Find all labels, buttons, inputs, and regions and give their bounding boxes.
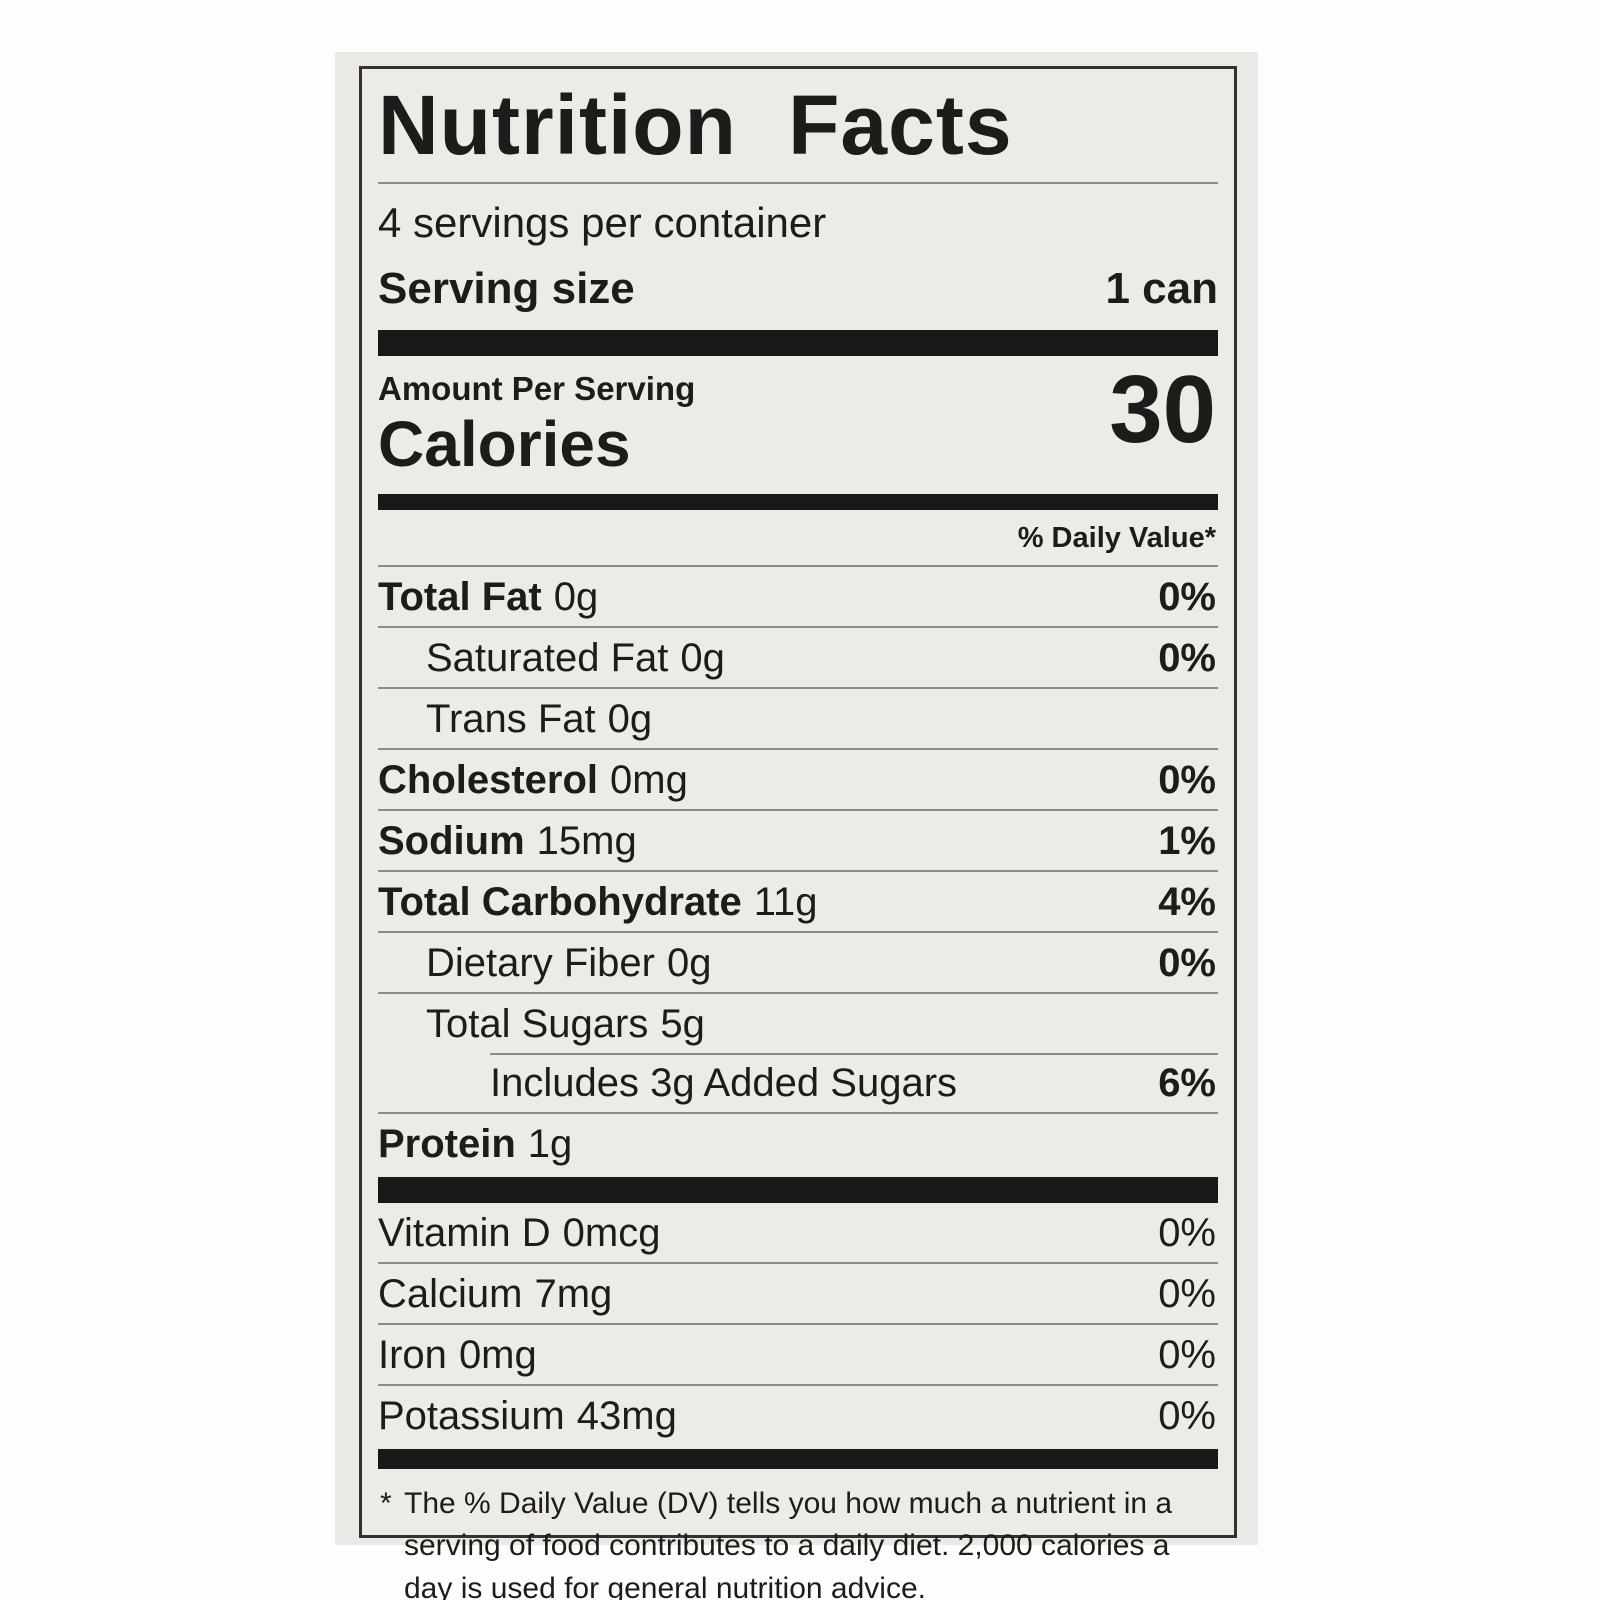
nutrient-name: Trans Fat [426, 696, 596, 741]
nutrient-name: Total Fat [378, 574, 542, 619]
footnote-asterisk: * [380, 1486, 392, 1520]
nutrient-amount: 0mg [458, 1332, 537, 1377]
nutrient-name: Sodium [378, 818, 525, 863]
nutrient-row-trans-fat: Trans Fat 0g [378, 686, 1218, 748]
micronutrient-row-calcium: Calcium 7mg 0% [378, 1261, 1218, 1323]
nutrient-dv: 0% [1158, 940, 1216, 985]
nutrient-name: Saturated Fat [426, 635, 669, 680]
nutrient-row-saturated-fat: Saturated Fat 0g 0% [378, 625, 1218, 687]
nutrient-amount: 5g [660, 1001, 705, 1046]
nutrient-amount: 11g [753, 879, 818, 924]
calories-label: Calories [378, 408, 631, 481]
nutrient-name: Calcium [378, 1271, 523, 1316]
micronutrient-row-iron: Iron 0mg 0% [378, 1322, 1218, 1384]
nutrient-row-cholesterol: Cholesterol 0mg 0% [378, 747, 1218, 809]
nutrient-amount: 0g [680, 635, 725, 680]
nutrient-row-total-fat: Total Fat 0g 0% [378, 564, 1218, 626]
thick-bar [378, 1176, 1218, 1203]
nutrient-name: Includes 3g Added Sugars [490, 1060, 958, 1105]
calories-value: 30 [1109, 356, 1216, 464]
medium-bar [378, 493, 1218, 510]
label-photo: Nutrition Facts 4 servings per container… [335, 52, 1258, 1600]
nutrient-dv: 0% [1158, 635, 1216, 680]
thick-bar [378, 330, 1218, 357]
nutrient-row-total-carbohydrate: Total Carbohydrate 11g 4% [378, 869, 1218, 931]
nutrient-dv: 4% [1158, 879, 1216, 924]
nutrient-amount: 0g [553, 574, 599, 619]
serving-size-value: 1 can [1105, 264, 1218, 314]
nutrient-dv: 0% [1158, 574, 1216, 619]
nutrient-dv: 1% [1158, 818, 1216, 863]
nutrient-name: Total Carbohydrate [378, 879, 742, 924]
nutrient-name: Vitamin D [378, 1210, 551, 1255]
nutrient-amount: 0g [607, 696, 653, 741]
nutrition-facts-label: Nutrition Facts 4 servings per container… [359, 66, 1237, 1600]
serving-size-label: Serving size [378, 264, 635, 314]
nutrient-amount: 0g [666, 940, 712, 985]
nutrient-amount: 1g [527, 1121, 573, 1166]
nutrient-row-protein: Protein 1g [378, 1111, 1218, 1173]
nutrient-amount: 43mg [576, 1393, 677, 1438]
micronutrient-row-potassium: Potassium 43mg 0% [378, 1383, 1218, 1445]
nutrient-amount: 0mcg [562, 1210, 661, 1255]
nutrient-name: Protein [378, 1121, 516, 1166]
nutrient-name: Total Sugars [426, 1001, 649, 1046]
micronutrient-row-vitamin-d: Vitamin D 0mcg 0% [378, 1203, 1218, 1262]
nutrient-amount: 7mg [534, 1271, 613, 1316]
calories-block: Amount Per Serving Calories 30 [378, 356, 1218, 494]
nutrient-row-sodium: Sodium 15mg 1% [378, 808, 1218, 870]
nutrient-name: Potassium [378, 1393, 565, 1438]
nutrient-dv: 6% [1158, 1060, 1216, 1105]
nutrient-amount: 15mg [536, 818, 637, 863]
medium-bar [378, 1448, 1218, 1469]
nutrient-row-total-sugars: Total Sugars 5g [378, 991, 1218, 1053]
divider [378, 181, 1218, 184]
nutrient-dv: 0% [1158, 1332, 1216, 1377]
nutrient-name: Cholesterol [378, 757, 599, 802]
nutrient-dv: 0% [1158, 1393, 1216, 1438]
amount-per-serving-label: Amount Per Serving [378, 370, 696, 408]
footnote: * The % Daily Value (DV) tells you how m… [378, 1469, 1218, 1600]
nutrient-name: Dietary Fiber [426, 940, 655, 985]
servings-per-container: 4 servings per container [378, 198, 827, 246]
footnote-text: The % Daily Value (DV) tells you how muc… [404, 1486, 1173, 1600]
daily-value-header: % Daily Value* [1017, 521, 1216, 554]
nutrient-row-added-sugars: Includes 3g Added Sugars 6% [378, 1052, 1218, 1112]
nutrient-dv: 0% [1158, 1210, 1216, 1255]
nutrient-dv: 0% [1158, 1271, 1216, 1316]
nutrient-amount: 0mg [610, 757, 688, 802]
nutrient-dv: 0% [1158, 757, 1216, 802]
nutrient-row-dietary-fiber: Dietary Fiber 0g 0% [378, 930, 1218, 992]
nutrient-name: Iron [378, 1332, 447, 1377]
serving-size-row: Serving size 1 can [378, 250, 1218, 330]
label-title: Nutrition Facts [378, 78, 1013, 172]
